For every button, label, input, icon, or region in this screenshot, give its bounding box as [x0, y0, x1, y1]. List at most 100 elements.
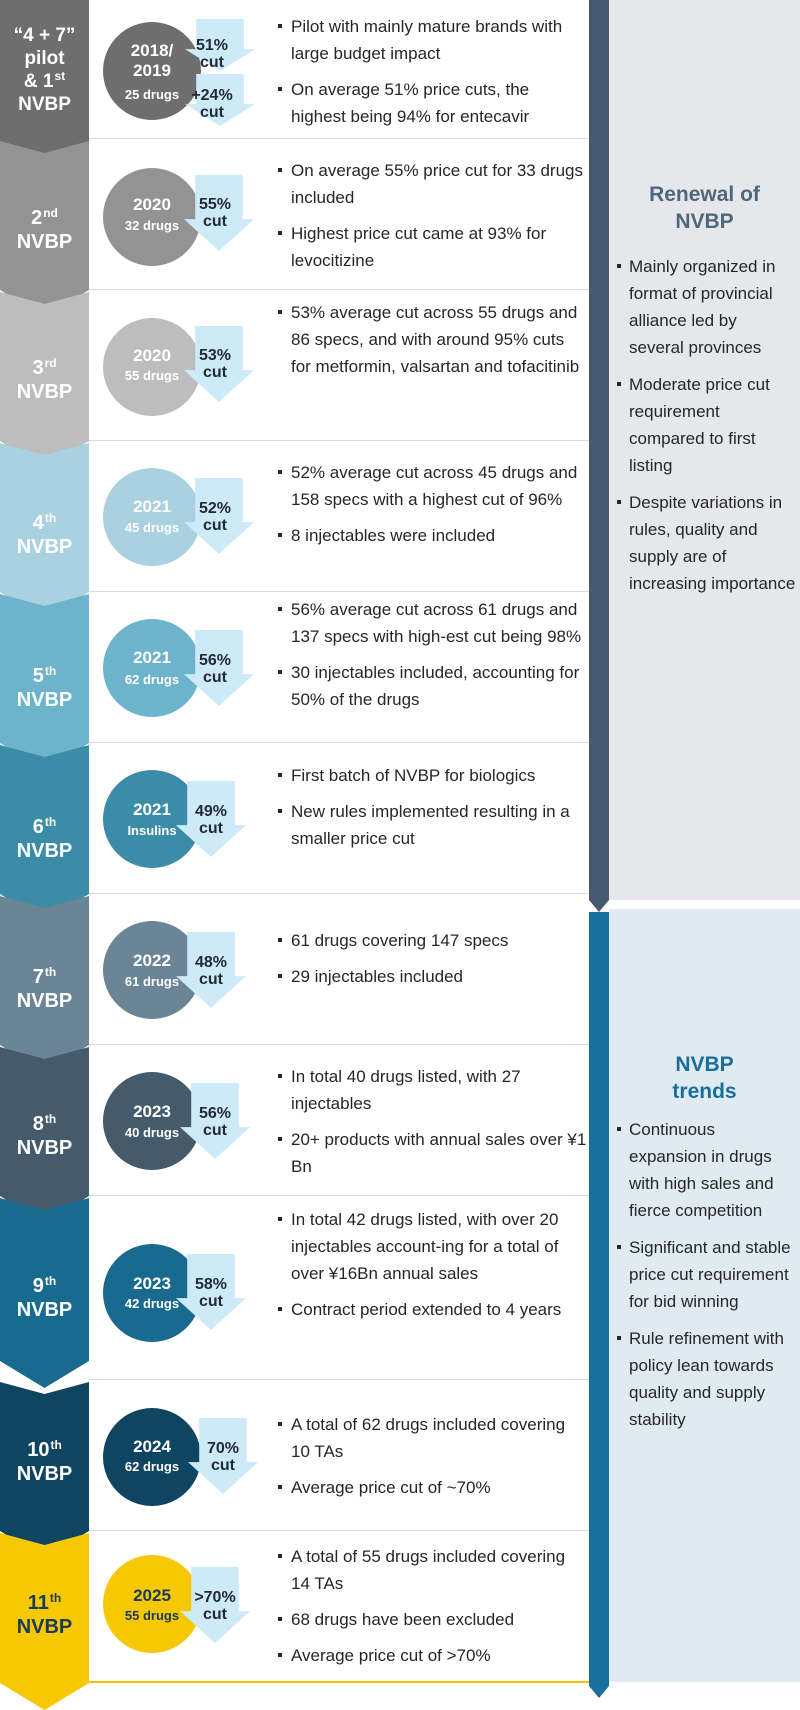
price-cut-label: 56% cut [180, 652, 250, 686]
trends-bracket-bar [589, 912, 609, 1698]
bullet-item: In total 42 drugs listed, with over 20 i… [278, 1206, 588, 1287]
round-label-line: 6th [0, 815, 89, 839]
round-bullets: 53% average cut across 55 drugs and 86 s… [278, 299, 588, 389]
bullet-item: A total of 62 drugs included covering 10… [278, 1411, 588, 1465]
bullet-item: Moderate price cut requirement compared … [617, 371, 796, 479]
year-circle [103, 318, 201, 416]
round-bullets: 52% average cut across 45 drugs and 158 … [278, 459, 588, 558]
bullet-item: Significant and stable price cut require… [617, 1234, 796, 1315]
circle-year: 2020 [133, 195, 171, 214]
circle-drug-count: 45 drugs [124, 520, 180, 535]
row-divider [89, 289, 589, 290]
trends-title: NVBP trends [609, 1051, 800, 1105]
row-divider [89, 591, 589, 592]
trends-panel [609, 909, 800, 1682]
round-chevron [0, 745, 89, 921]
price-cut-word: cut [200, 104, 224, 121]
round-name: NVBP [16, 231, 73, 253]
round-chevron [0, 0, 89, 168]
round-label: 10th NVBP [0, 1438, 89, 1486]
bullet-item: Mainly organized in format of provincial… [617, 253, 796, 361]
round-chevron [0, 141, 89, 317]
price-cut-word: cut [199, 820, 223, 837]
round-name: NVBP [16, 536, 73, 558]
price-cut-label: 70% cut [188, 1440, 258, 1474]
row-divider [89, 138, 589, 139]
bullet-item: 8 injectables were included [278, 522, 588, 549]
round-label: 8th NVBP [0, 1112, 89, 1160]
price-cut-value: 56% [198, 1105, 232, 1122]
round-ordinal-suffix: th [49, 1591, 62, 1605]
trends-title-line: NVBP [675, 1053, 734, 1076]
round-label-line: 4th [0, 511, 89, 535]
price-cut-label: 58% cut [176, 1276, 246, 1310]
round-chevron [0, 896, 89, 1072]
renewal-title-line: NVBP [675, 210, 734, 233]
bullet-item: 61 drugs covering 147 specs [278, 927, 588, 954]
round-name: NVBP [16, 1299, 73, 1321]
round-label: 4th NVBP [0, 511, 89, 559]
bullet-item: 52% average cut across 45 drugs and 158 … [278, 459, 588, 513]
round-label-line: 5th [0, 664, 89, 688]
circle-year: 2021 [133, 497, 171, 516]
price-cut-label: 51% cut [177, 37, 247, 71]
year-circle [103, 1072, 201, 1170]
circle-drug-count: 55 drugs [124, 1608, 180, 1623]
price-cut-value: 51% [195, 37, 229, 54]
circle-year-line: 2019 [133, 61, 171, 80]
round-ordinal: 6 [32, 816, 44, 838]
price-cut-value: 53% [198, 347, 232, 364]
circle-drug-count: 55 drugs [124, 368, 180, 383]
round-chevron [0, 594, 89, 770]
round-name: NVBP [16, 1463, 73, 1485]
price-cut-word: cut [203, 213, 227, 230]
row-divider [89, 1530, 589, 1531]
round-ordinal-suffix: th [44, 664, 57, 678]
round-bullets: First batch of NVBP for biologics New ru… [278, 762, 588, 861]
row-divider [89, 1379, 589, 1380]
round-label-line: pilot [24, 48, 65, 69]
year-circle [103, 468, 201, 566]
round-label-line: 9th [0, 1274, 89, 1298]
round-label: 7th NVBP [0, 965, 89, 1013]
round-name: NVBP [16, 1616, 73, 1638]
price-cut-label: 56% cut [180, 1105, 250, 1139]
round-ordinal: 9 [32, 1275, 44, 1297]
round-chevron [0, 1533, 89, 1710]
price-cut-value: 70% [206, 1440, 240, 1457]
price-cut-value: 56% [198, 652, 232, 669]
circle-year: 2024 [133, 1437, 171, 1456]
trends-bullets: Continuous expansion in drugs with high … [617, 1116, 796, 1443]
round-name: NVBP [16, 381, 73, 403]
round-ordinal-suffix: th [44, 815, 57, 829]
round-label-line: “4 + 7” [13, 25, 76, 46]
circle-drug-count: 42 drugs [124, 1296, 180, 1311]
round-label-line: 11th [0, 1591, 89, 1615]
price-cut-word: cut [199, 971, 223, 988]
bullet-item: 29 injectables included [278, 963, 588, 990]
bullet-item: Continuous expansion in drugs with high … [617, 1116, 796, 1224]
price-cut-word: cut [211, 1457, 235, 1474]
round-label: “4 + 7” pilot & 1st NVBP [0, 24, 89, 116]
renewal-bullets: Mainly organized in format of provincial… [617, 253, 796, 607]
circle-drug-count: 32 drugs [124, 218, 180, 233]
round-ordinal: 5 [32, 665, 44, 687]
round-label-line: 8th [0, 1112, 89, 1136]
circle-drug-count: 25 drugs [124, 87, 180, 102]
year-circle [103, 22, 201, 120]
price-cut-value: 58% [194, 1276, 228, 1293]
price-cut-word: cut [199, 1293, 223, 1310]
round-chevron [0, 1047, 89, 1223]
round-label: 11th NVBP [0, 1591, 89, 1639]
price-cut-value: 55% [198, 196, 232, 213]
circle-year: 2023 [133, 1102, 171, 1121]
bullet-item: On average 51% price cuts, the highest b… [278, 76, 588, 130]
circle-year: 2023 [133, 1274, 171, 1293]
price-cut-word: cut [203, 1122, 227, 1139]
round-label: 5th NVBP [0, 664, 89, 712]
renewal-title: Renewal of NVBP [609, 181, 800, 235]
round-chevron [0, 1382, 89, 1558]
round-ordinal-suffix: th [50, 1438, 62, 1452]
circle-drug-count: 40 drugs [124, 1125, 180, 1140]
year-circle [103, 770, 201, 868]
